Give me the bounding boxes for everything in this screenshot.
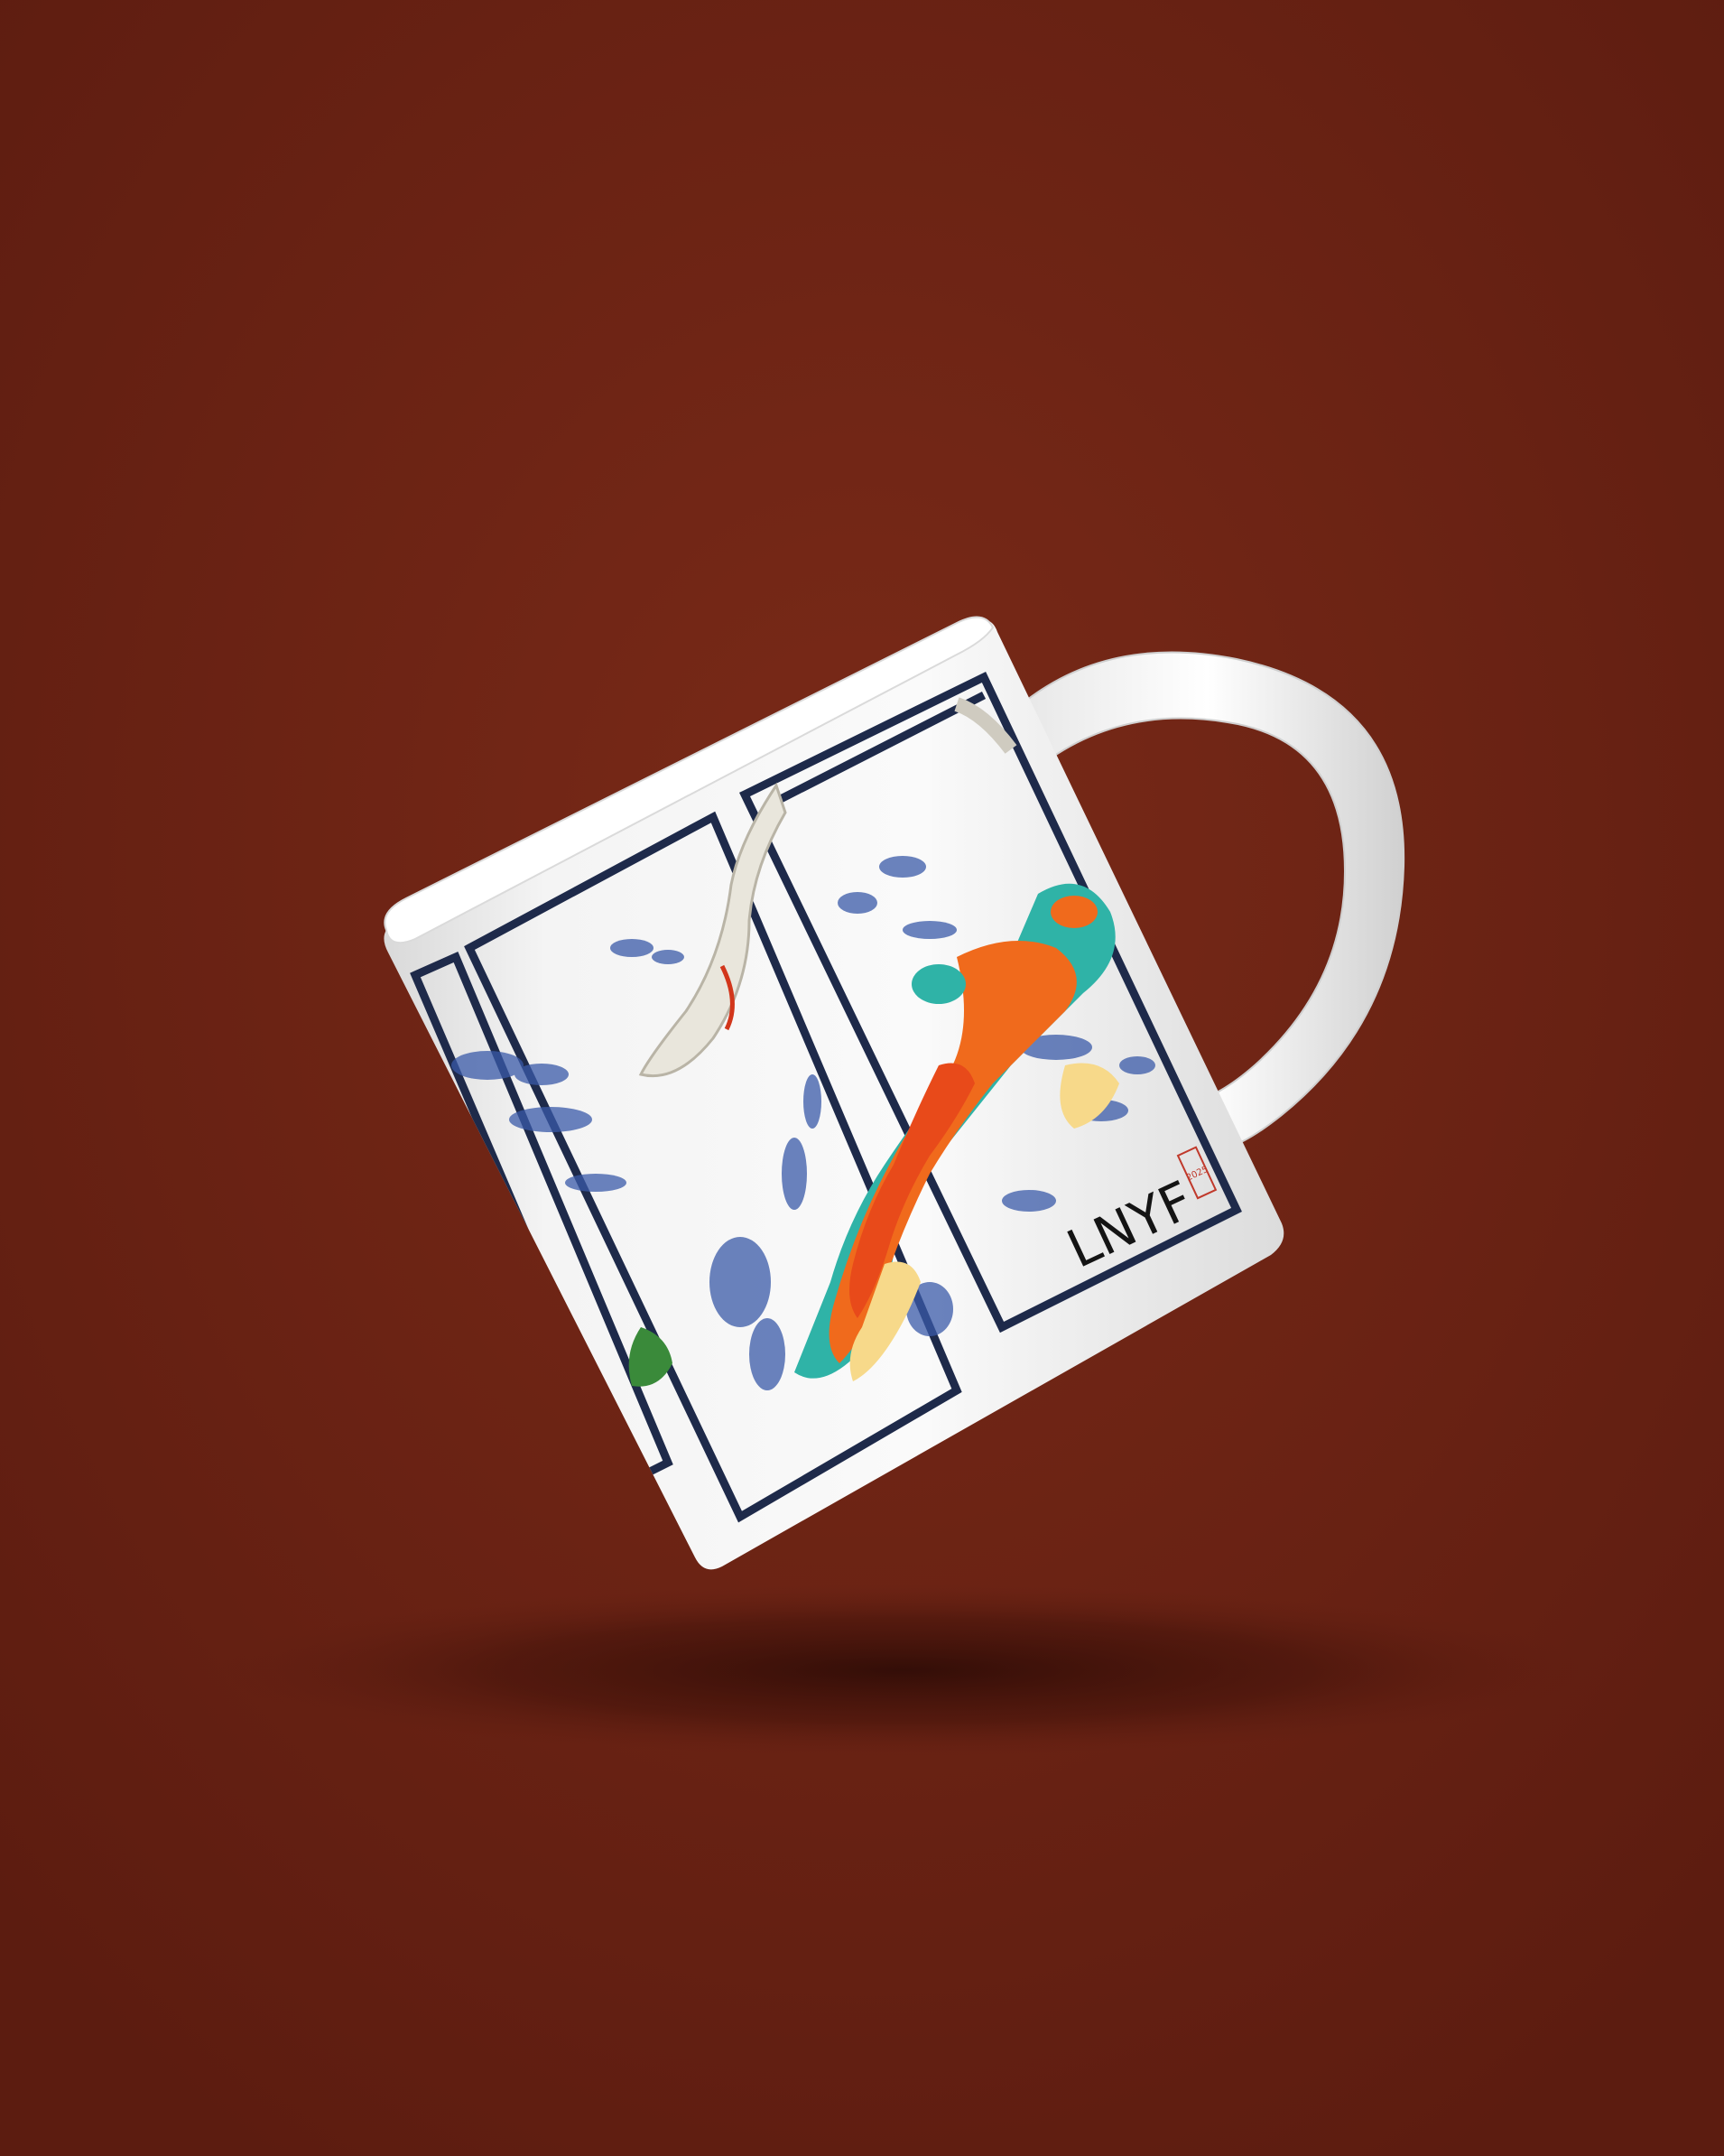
ink-mountains xyxy=(451,856,1155,1390)
mug-artwork xyxy=(410,671,1242,1523)
mug-shadow xyxy=(217,1584,1589,1756)
mug-rim xyxy=(384,616,995,944)
green-creature xyxy=(628,1327,672,1387)
white-serpent xyxy=(638,697,1017,1078)
cloud-dragon xyxy=(794,883,1119,1381)
